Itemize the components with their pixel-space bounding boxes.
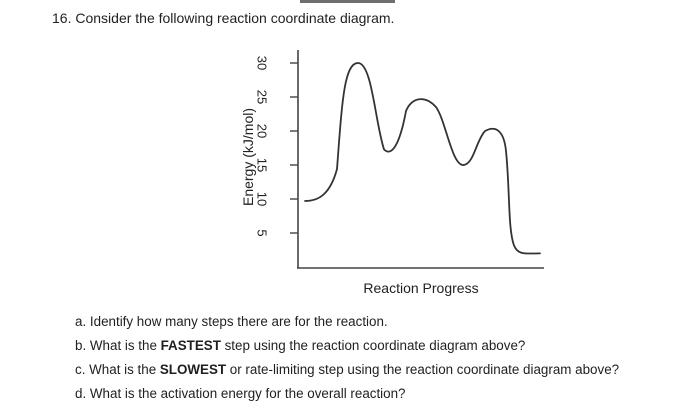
sub-question-letter: c.: [75, 362, 86, 377]
y-tick-label: 20: [255, 124, 270, 138]
emphasis-slowest: SLOWEST: [159, 362, 227, 377]
question-number: 16.: [52, 10, 72, 26]
y-tick-label: 25: [255, 90, 270, 104]
x-axis-label: Reaction Progress: [363, 280, 478, 296]
y-tick-label: 30: [255, 56, 270, 70]
y-tick-label: 5: [255, 229, 270, 236]
sub-question-d: d. What is the activation energy for the…: [75, 386, 406, 401]
sub-question-a: a. Identify how many steps there are for…: [75, 314, 388, 329]
sub-question-text: Identify how many steps there are for th…: [89, 314, 388, 329]
top-divider: [300, 0, 395, 3]
question-heading: 16. Consider the following reaction coor…: [52, 10, 394, 26]
sub-question-text-end: step using the reaction coordinate diagr…: [220, 338, 526, 353]
sub-question-letter: a.: [75, 314, 87, 329]
sub-question-text: What is the activation energy for the ov…: [89, 386, 406, 401]
sub-question-letter: d.: [75, 386, 87, 401]
y-ticks: 5 10 15 20 25 30: [255, 56, 298, 237]
sub-question-text-start: What is the: [89, 338, 161, 353]
y-tick-label: 15: [255, 158, 270, 172]
sub-question-b: b. What is the FASTEST step using the re…: [75, 338, 525, 353]
y-tick-label: 10: [255, 192, 270, 206]
sub-question-letter: b.: [75, 338, 87, 353]
y-axis-label: Energy (kJ/mol): [240, 108, 256, 206]
emphasis-fastest: FASTEST: [160, 338, 221, 353]
sub-question-c: c. What is the SLOWEST or rate-limiting …: [75, 362, 619, 377]
question-text: Consider the following reaction coordina…: [75, 10, 395, 26]
energy-curve: [304, 62, 541, 255]
sub-question-text-end: or rate-limiting step using the reaction…: [226, 362, 620, 377]
sub-question-text-start: What is the: [89, 362, 160, 377]
